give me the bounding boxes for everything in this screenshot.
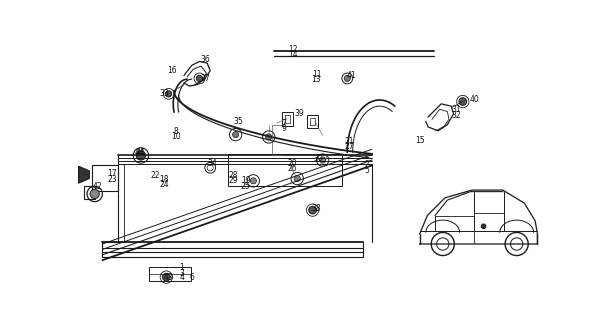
Text: 7: 7 <box>282 119 287 128</box>
Text: 44: 44 <box>134 148 144 157</box>
Text: 35: 35 <box>233 117 243 126</box>
Circle shape <box>481 224 486 228</box>
Text: 22: 22 <box>150 171 160 180</box>
Polygon shape <box>79 166 89 183</box>
Circle shape <box>162 273 170 281</box>
Text: 8: 8 <box>174 127 179 136</box>
Text: 3: 3 <box>179 269 184 278</box>
Text: 31: 31 <box>452 105 461 114</box>
Circle shape <box>136 151 146 160</box>
Circle shape <box>344 75 350 82</box>
Text: 19: 19 <box>241 176 251 185</box>
Circle shape <box>294 175 300 182</box>
Bar <box>310 118 315 125</box>
Text: 2: 2 <box>364 160 369 169</box>
Text: 23: 23 <box>107 175 117 184</box>
Text: 29: 29 <box>229 176 238 185</box>
Text: 20: 20 <box>287 159 296 168</box>
Text: 37: 37 <box>200 74 210 83</box>
Text: 25: 25 <box>241 182 251 191</box>
Bar <box>307 115 318 129</box>
Circle shape <box>266 134 272 140</box>
Text: 14: 14 <box>289 50 298 59</box>
Circle shape <box>232 132 239 138</box>
Bar <box>282 112 293 126</box>
Text: 21: 21 <box>344 137 354 146</box>
Text: 6: 6 <box>189 273 194 282</box>
Text: 13: 13 <box>312 76 321 84</box>
Bar <box>285 116 290 123</box>
Circle shape <box>320 157 326 163</box>
Text: 32: 32 <box>452 111 461 120</box>
Text: 5: 5 <box>364 165 369 175</box>
Text: 27: 27 <box>344 142 354 151</box>
Text: 16: 16 <box>167 66 176 75</box>
Text: 39: 39 <box>295 108 304 117</box>
Circle shape <box>459 98 467 105</box>
Text: 34: 34 <box>207 159 217 168</box>
Text: 44: 44 <box>136 148 146 157</box>
Text: 9: 9 <box>282 124 287 133</box>
Circle shape <box>165 91 172 97</box>
Bar <box>149 267 191 281</box>
Text: 24: 24 <box>159 180 169 189</box>
Text: 17: 17 <box>107 169 117 179</box>
Text: 12: 12 <box>289 45 298 54</box>
Text: 18: 18 <box>159 175 169 184</box>
Text: 43: 43 <box>163 273 173 282</box>
Text: 33: 33 <box>159 89 169 98</box>
Text: 26: 26 <box>287 164 296 173</box>
Circle shape <box>250 178 256 184</box>
Text: 15: 15 <box>415 136 425 145</box>
Text: 40: 40 <box>470 95 479 105</box>
Text: 4: 4 <box>179 273 184 282</box>
Text: 28: 28 <box>229 171 238 180</box>
Text: 1: 1 <box>179 263 184 272</box>
Text: 38: 38 <box>312 204 321 213</box>
Text: 36: 36 <box>200 55 210 64</box>
Text: 10: 10 <box>171 132 181 141</box>
Circle shape <box>309 206 317 214</box>
Text: 42: 42 <box>92 182 102 191</box>
Circle shape <box>90 189 99 198</box>
Bar <box>228 154 342 186</box>
Text: 11: 11 <box>312 70 321 79</box>
Circle shape <box>196 75 203 82</box>
Text: 30: 30 <box>313 154 323 163</box>
Text: 41: 41 <box>346 71 356 80</box>
